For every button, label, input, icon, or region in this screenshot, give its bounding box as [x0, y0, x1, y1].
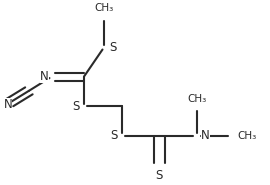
Text: CH₃: CH₃ — [187, 94, 206, 104]
Text: S: S — [72, 100, 79, 112]
Text: S: S — [156, 169, 163, 182]
Text: CH₃: CH₃ — [94, 3, 114, 13]
Text: N: N — [201, 129, 210, 142]
Text: N: N — [40, 70, 49, 83]
Text: CH₃: CH₃ — [237, 130, 256, 141]
Text: S: S — [109, 41, 117, 54]
Text: N: N — [4, 97, 12, 110]
Text: S: S — [110, 129, 117, 142]
